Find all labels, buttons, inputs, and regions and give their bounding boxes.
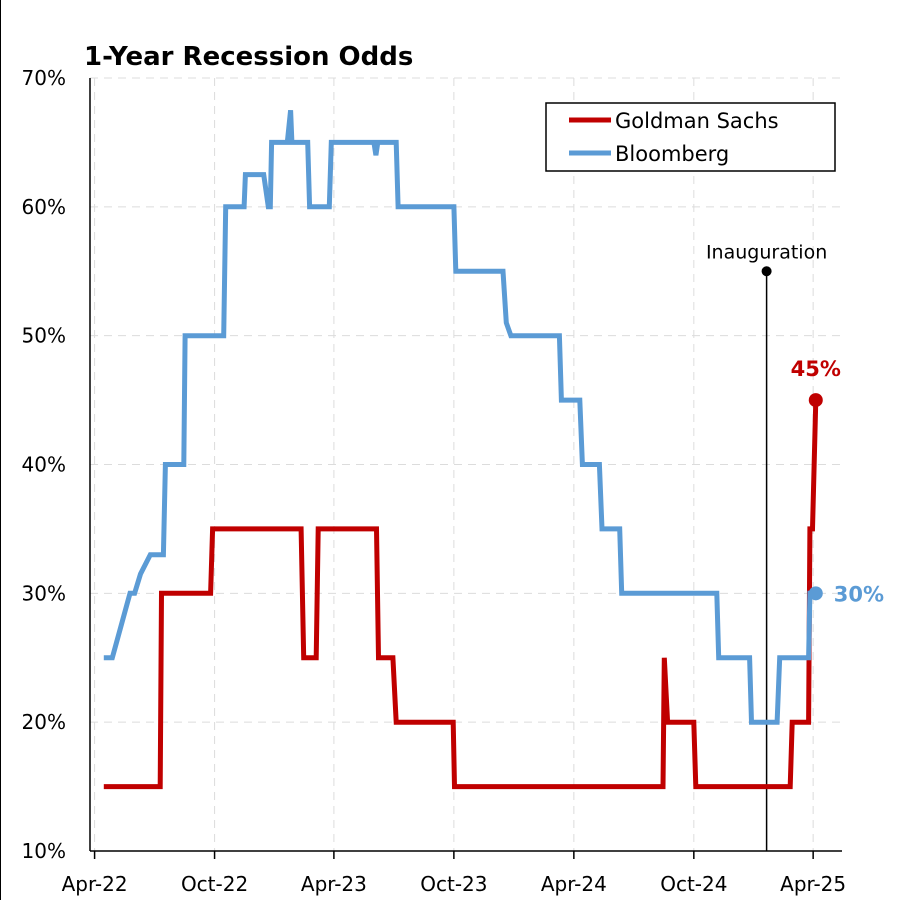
series-line-bloomberg (103, 109, 816, 725)
legend-label-goldman-sachs: Goldman Sachs (615, 109, 779, 133)
y-tick-label: 30% (22, 581, 66, 605)
inauguration-marker (761, 266, 772, 277)
end-label-bloomberg: 30% (834, 582, 884, 606)
inauguration-label: Inauguration (706, 241, 827, 263)
left-border (0, 0, 1, 900)
end-point-goldman-sachs (808, 393, 823, 408)
gridlines (90, 77, 842, 851)
x-tick-label: Oct-24 (660, 872, 727, 896)
inauguration-annotation: Inauguration (706, 241, 827, 851)
x-tick-label: Apr-25 (780, 872, 846, 896)
axes (89, 78, 842, 859)
y-tick-label: 60% (22, 195, 66, 219)
chart-title: 1-Year Recession Odds (84, 42, 413, 72)
x-tick-label: Apr-22 (62, 872, 128, 896)
end-label-goldman-sachs: 45% (791, 357, 841, 381)
x-axis-tick-labels: Apr-22 Oct-22 Apr-23 Oct-23 Apr-24 Oct-24 Apr-… (62, 872, 847, 896)
y-tick-label: 10% (22, 839, 66, 863)
x-tick-label: Apr-23 (301, 872, 367, 896)
series-end-labels: 45% 30% (791, 357, 884, 606)
series-lines (103, 109, 819, 790)
y-tick-label: 20% (22, 710, 66, 734)
y-axis-tick-labels: 10% 20% 30% 40% 50% 60% 70% (22, 66, 66, 863)
x-tick-label: Oct-23 (420, 872, 487, 896)
x-tick-label: Oct-22 (181, 872, 248, 896)
y-tick-label: 40% (22, 453, 66, 477)
legend: Goldman Sachs Bloomberg (545, 102, 836, 172)
legend-label-bloomberg: Bloomberg (615, 142, 729, 166)
x-tick-label: Apr-24 (541, 872, 607, 896)
legend-box (545, 102, 836, 172)
y-tick-label: 70% (22, 66, 66, 90)
end-point-bloomberg (808, 586, 823, 601)
series-line-goldman-sachs (103, 400, 819, 790)
y-tick-label: 50% (22, 324, 66, 348)
